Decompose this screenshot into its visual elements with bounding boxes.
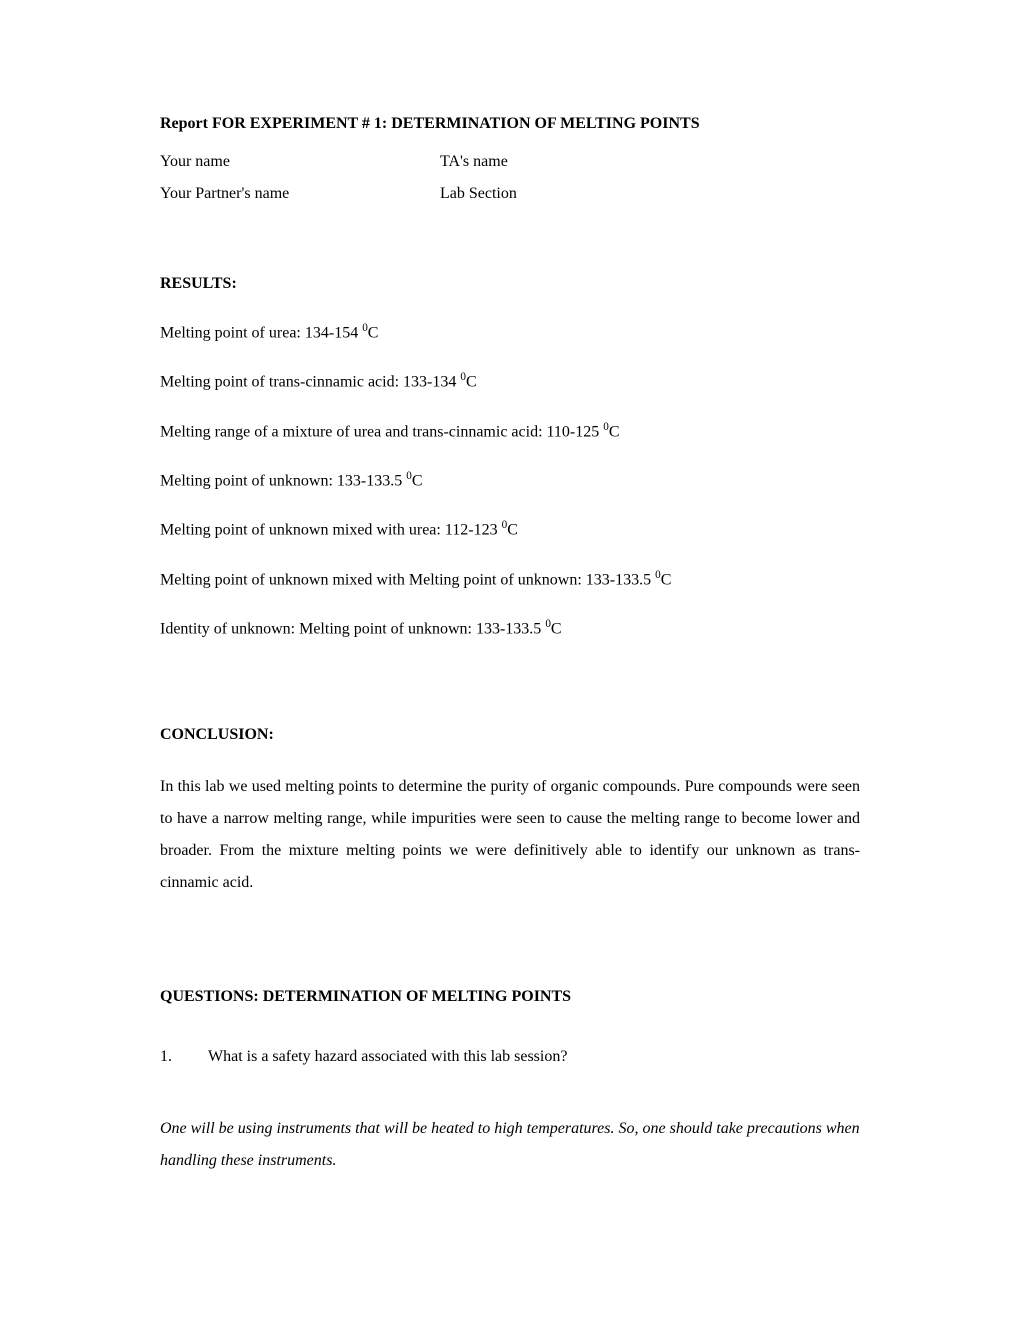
- partner-name-label: Your Partner's name: [160, 182, 440, 206]
- question-text: What is a safety hazard associated with …: [208, 1045, 860, 1069]
- header-row-1: Your name TA's name: [160, 150, 860, 174]
- your-name-label: Your name: [160, 150, 440, 174]
- result-suffix: C: [507, 522, 518, 539]
- question-1: 1. What is a safety hazard associated wi…: [160, 1045, 860, 1069]
- result-line: Melting range of a mixture of urea and t…: [160, 419, 860, 444]
- result-prefix: Melting range of a mixture of urea and t…: [160, 423, 603, 440]
- result-prefix: Melting point of unknown mixed with urea…: [160, 522, 502, 539]
- result-suffix: C: [466, 374, 477, 391]
- question-number: 1.: [160, 1045, 208, 1069]
- result-line: Melting point of trans-cinnamic acid: 13…: [160, 369, 860, 394]
- ta-name-label: TA's name: [440, 150, 860, 174]
- result-line: Melting point of unknown: 133-133.5 0C: [160, 468, 860, 493]
- result-suffix: C: [412, 472, 423, 489]
- conclusion-heading: CONCLUSION:: [160, 723, 860, 747]
- result-suffix: C: [609, 423, 620, 440]
- answer-1: One will be using instruments that will …: [160, 1113, 860, 1177]
- questions-heading: QUESTIONS: DETERMINATION OF MELTING POIN…: [160, 985, 860, 1009]
- result-prefix: Melting point of trans-cinnamic acid: 13…: [160, 374, 460, 391]
- result-line: Identity of unknown: Melting point of un…: [160, 616, 860, 641]
- conclusion-text: In this lab we used melting points to de…: [160, 771, 860, 899]
- result-line: Melting point of urea: 134-154 0C: [160, 320, 860, 345]
- result-suffix: C: [368, 324, 379, 341]
- report-title: Report FOR EXPERIMENT # 1: DETERMINATION…: [160, 112, 860, 136]
- result-suffix: C: [551, 620, 562, 637]
- lab-section-label: Lab Section: [440, 182, 860, 206]
- result-prefix: Melting point of urea: 134-154: [160, 324, 362, 341]
- result-prefix: Identity of unknown: Melting point of un…: [160, 620, 545, 637]
- result-suffix: C: [661, 571, 672, 588]
- result-line: Melting point of unknown mixed with urea…: [160, 517, 860, 542]
- results-heading: RESULTS:: [160, 272, 860, 296]
- result-line: Melting point of unknown mixed with Melt…: [160, 567, 860, 592]
- result-prefix: Melting point of unknown mixed with Melt…: [160, 571, 655, 588]
- results-list: Melting point of urea: 134-154 0CMelting…: [160, 320, 860, 641]
- header-row-2: Your Partner's name Lab Section: [160, 182, 860, 206]
- result-prefix: Melting point of unknown: 133-133.5: [160, 472, 406, 489]
